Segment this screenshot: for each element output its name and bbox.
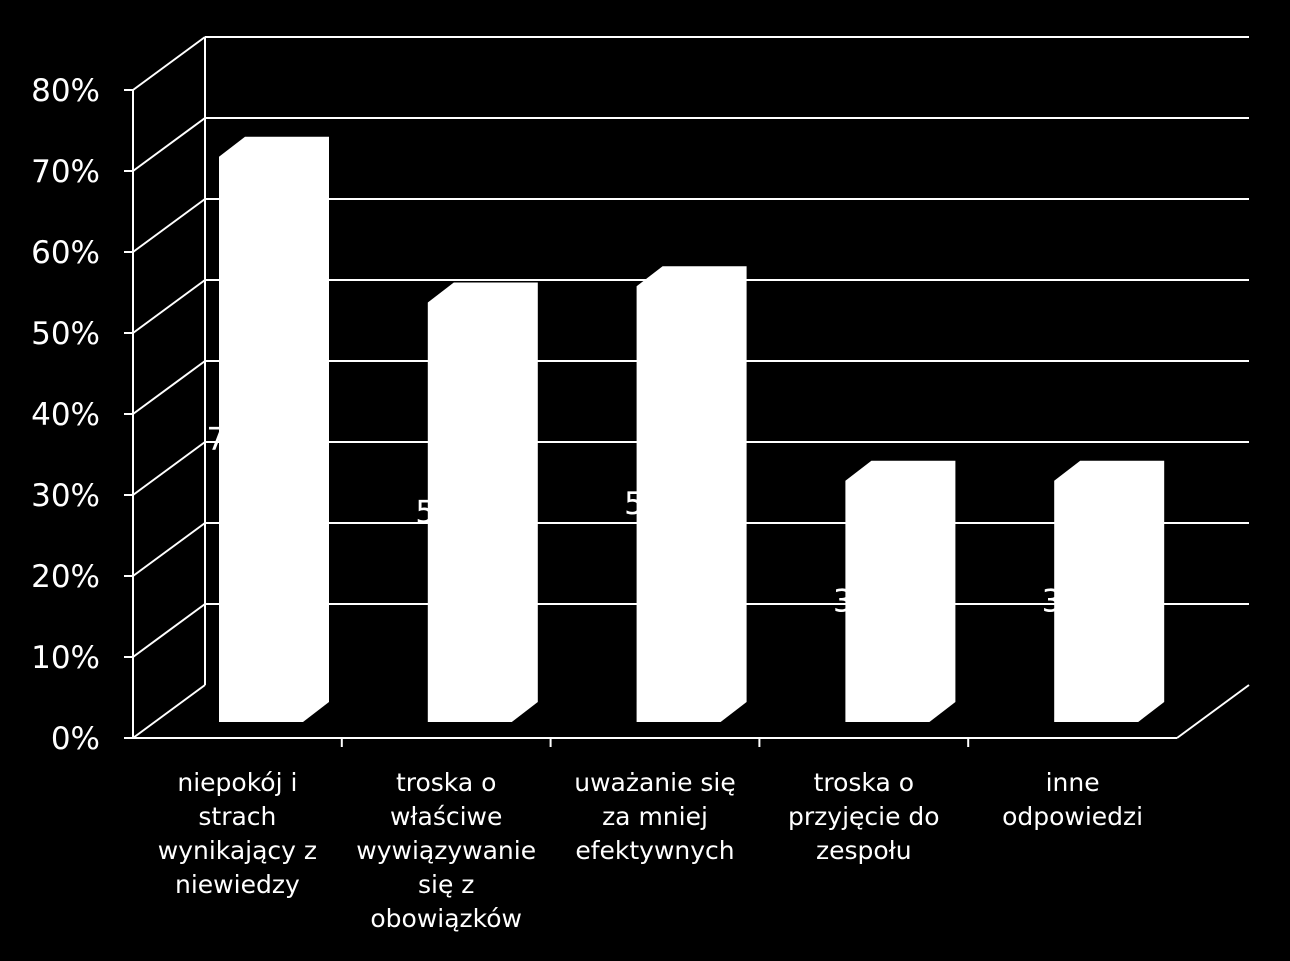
- data-label: 55%: [415, 494, 484, 530]
- side-gridline: [132, 684, 206, 739]
- side-gridline: [132, 117, 206, 172]
- y-tick-label: 80%: [31, 73, 100, 109]
- y-tick-label: 0%: [51, 721, 100, 757]
- side-gridline: [132, 279, 206, 334]
- floor-edge: [1176, 684, 1250, 739]
- bar: [845, 460, 956, 722]
- bar: [1054, 460, 1165, 722]
- category-label: niepokój i strach wynikający z niewiedzy: [157, 768, 318, 899]
- category-label: troska o właściwe wywiązywanie się z obo…: [356, 768, 537, 933]
- y-tick-label: 10%: [31, 640, 100, 676]
- data-label: 33%: [1042, 583, 1111, 619]
- bar: [219, 136, 329, 722]
- data-label: 33%: [833, 583, 902, 619]
- y-tick-label: 60%: [31, 235, 100, 271]
- y-tick-label: 30%: [31, 478, 100, 514]
- y-tick-label: 20%: [31, 559, 100, 595]
- bar: [636, 266, 747, 722]
- y-tick-label: 50%: [31, 316, 100, 352]
- side-gridline: [132, 522, 206, 577]
- side-gridline: [132, 36, 206, 91]
- y-tick-label: 70%: [31, 154, 100, 190]
- category-label: troska o przyjęcie do zespołu: [788, 768, 940, 865]
- bar: [427, 282, 538, 722]
- side-gridline: [132, 603, 206, 658]
- category-label: uważanie się za mniej efektywnych: [574, 768, 736, 865]
- data-label: 73%: [207, 421, 276, 457]
- side-gridline: [132, 198, 206, 253]
- side-gridline: [132, 360, 206, 415]
- side-gridline: [132, 441, 206, 496]
- y-tick-label: 40%: [31, 397, 100, 433]
- category-label: inne odpowiedzi: [1002, 768, 1144, 831]
- data-label: 57%: [624, 486, 693, 522]
